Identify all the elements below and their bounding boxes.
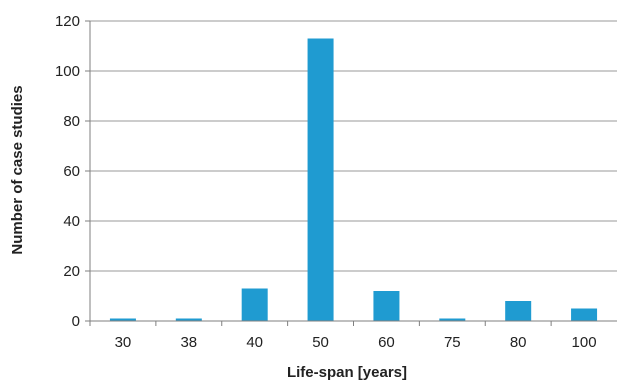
bars	[109, 38, 598, 321]
x-tick-label: 60	[378, 334, 395, 351]
x-tick-label: 100	[572, 334, 597, 351]
gridlines	[90, 20, 617, 272]
axes	[85, 20, 617, 326]
x-tick-label: 50	[312, 334, 329, 351]
bar-60	[373, 291, 400, 321]
bar-38	[175, 318, 202, 321]
bar-100	[571, 308, 598, 321]
bar-80	[505, 301, 532, 321]
x-tick-label: 40	[246, 334, 263, 351]
y-tick-label: 20	[63, 263, 80, 280]
y-tick-label: 120	[55, 13, 80, 30]
y-tick-label: 40	[63, 213, 80, 230]
x-tick-label: 38	[180, 334, 197, 351]
bar-30	[109, 318, 136, 321]
y-tick-labels: 0 20 40 60 80 100 120	[55, 13, 80, 330]
y-tick-label: 0	[72, 313, 80, 330]
bar-40	[241, 288, 268, 321]
x-tick-label: 75	[444, 334, 461, 351]
x-tick-labels: 30 38 40 50 60 75 80 100	[115, 334, 597, 351]
y-tick-label: 80	[63, 113, 80, 130]
bar-50	[307, 38, 334, 321]
x-tick-label: 80	[510, 334, 527, 351]
y-tick-label: 60	[63, 163, 80, 180]
y-tick-label: 100	[55, 63, 80, 80]
y-axis-title: Number of case studies	[9, 85, 26, 254]
bar-75	[439, 318, 466, 321]
x-tick-label: 30	[115, 334, 132, 351]
x-axis-title: Life-span [years]	[287, 364, 407, 380]
